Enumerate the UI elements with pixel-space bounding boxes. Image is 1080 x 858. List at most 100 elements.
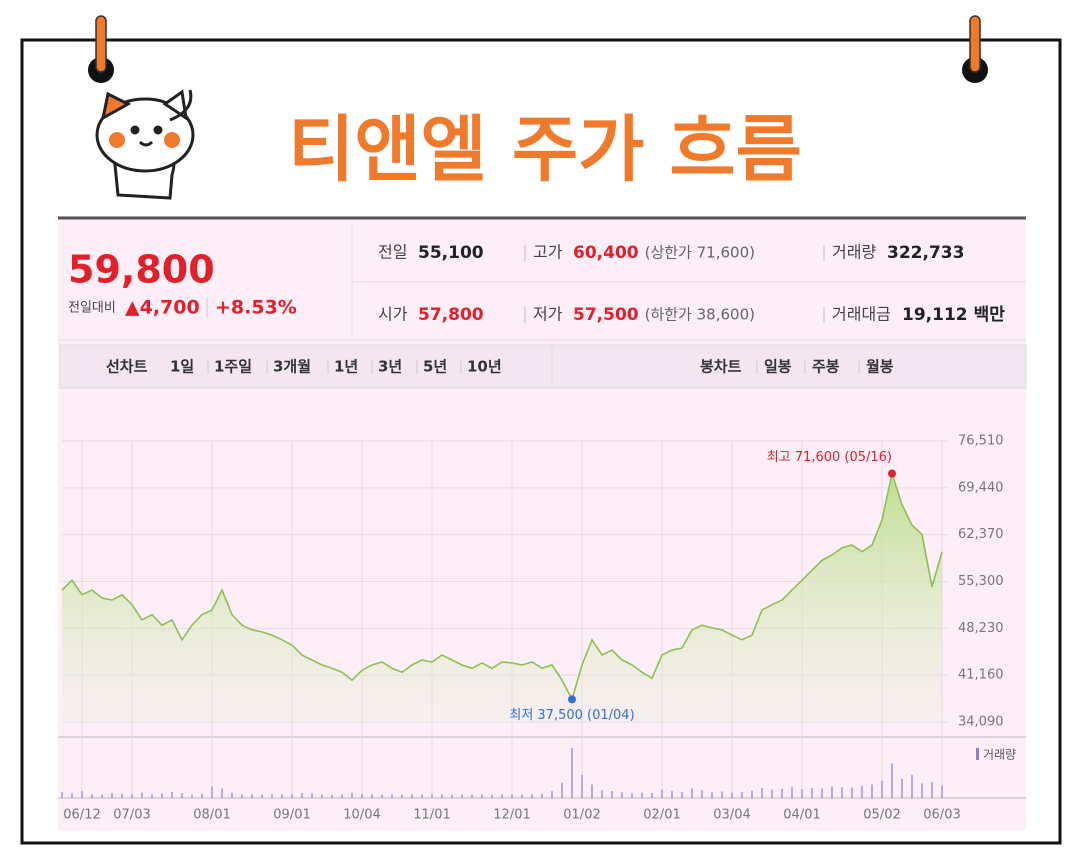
volume-bar — [321, 794, 323, 798]
volume-bar — [371, 794, 373, 798]
legend-label: 거래량 — [983, 748, 1016, 762]
volume-bar — [501, 794, 503, 798]
candle-tab[interactable]: 월봉 — [866, 358, 894, 376]
volume-bar — [771, 789, 773, 798]
volume-bar — [471, 794, 473, 798]
volume-bar — [461, 794, 463, 798]
volume-bar — [291, 794, 293, 798]
volume-bar — [181, 793, 183, 798]
volume-bar — [611, 791, 613, 798]
volume-bar — [431, 793, 433, 798]
x-tick-label: 07/03 — [113, 808, 150, 823]
volume-bar — [351, 792, 353, 798]
low-marker — [568, 695, 576, 704]
period-tab[interactable]: 1일 — [170, 358, 194, 376]
x-tick-label: 06/03 — [923, 808, 960, 823]
volume-bar — [871, 784, 873, 798]
volume-bar — [711, 792, 713, 798]
field-label: 전일 — [378, 243, 407, 262]
volume-bar — [601, 790, 603, 798]
tab-group-label: 봉차트 — [700, 358, 742, 376]
period-tab[interactable]: 3년 — [378, 358, 402, 376]
candle-tab[interactable]: 일봉 — [764, 358, 792, 376]
field-value: 57,800 — [418, 305, 484, 325]
volume-bar — [421, 794, 423, 798]
volume-bar — [121, 793, 123, 798]
period-tab[interactable]: 1주일 — [214, 358, 252, 376]
period-tab[interactable]: 5년 — [423, 358, 447, 376]
volume-bar — [781, 788, 783, 798]
change-pct: +8.53% — [215, 297, 297, 319]
field-note: (하한가 38,600) — [645, 306, 755, 324]
volume-bar — [751, 790, 753, 798]
volume-bar — [131, 794, 133, 798]
volume-bar — [171, 791, 173, 798]
volume-bar — [681, 791, 683, 798]
volume-bar — [71, 793, 73, 798]
x-tick-label: 02/01 — [643, 808, 680, 823]
volume-bar — [271, 793, 273, 798]
price: 59,800 — [68, 248, 215, 292]
volume-bar — [231, 792, 233, 798]
volume-bar — [401, 794, 403, 798]
high-marker — [888, 469, 896, 478]
legend-swatch — [976, 748, 979, 760]
x-tick-label: 09/01 — [273, 808, 310, 823]
volume-bar — [821, 788, 823, 798]
volume-bar — [911, 774, 913, 798]
volume-bar — [531, 794, 533, 798]
volume-bar — [831, 786, 833, 798]
x-tick-label: 04/01 — [783, 808, 820, 823]
volume-bar — [481, 794, 483, 798]
field-value: 60,400 — [573, 243, 639, 263]
volume-bar — [861, 785, 863, 798]
volume-bar — [341, 794, 343, 798]
volume-bar — [581, 774, 583, 798]
period-tab[interactable]: 3개월 — [273, 358, 311, 376]
volume-bar — [221, 788, 223, 798]
volume-bar — [241, 794, 243, 798]
volume-bar — [391, 794, 393, 798]
volume-bar — [591, 784, 593, 798]
volume-bar — [141, 792, 143, 798]
page-title: 티앤엘 주가 흐름 — [288, 108, 802, 192]
volume-bar — [521, 794, 523, 798]
volume-bar — [701, 790, 703, 798]
volume-bar — [761, 788, 763, 798]
volume-bar — [941, 785, 943, 798]
volume-bar — [61, 792, 63, 798]
low-annotation: 최저 37,500 (01/04) — [509, 708, 634, 723]
period-tab[interactable]: 10년 — [467, 358, 502, 376]
x-tick-label: 05/02 — [863, 808, 900, 823]
volume-bar — [151, 794, 153, 798]
x-tick-label: 08/01 — [193, 808, 230, 823]
x-tick-label: 03/04 — [713, 808, 750, 823]
volume-bar — [511, 794, 513, 798]
volume-bar — [301, 793, 303, 798]
volume-bar — [891, 763, 893, 798]
volume-bar — [211, 786, 213, 798]
field-note: (상한가 71,600) — [645, 244, 755, 262]
volume-bar — [161, 793, 163, 798]
volume-bar — [561, 782, 563, 798]
field-label: 시가 — [378, 305, 408, 324]
volume-bar — [881, 780, 883, 798]
field-unit: 백만 — [974, 305, 1006, 325]
y-tick-label: 34,090 — [958, 715, 1004, 730]
pin — [88, 15, 988, 83]
tab-group-label: 선차트 — [106, 358, 148, 376]
volume-bar — [651, 793, 653, 798]
volume-bar — [361, 793, 363, 798]
volume-bar — [661, 789, 663, 798]
volume-bar — [691, 788, 693, 798]
y-tick-label: 41,160 — [958, 668, 1004, 683]
volume-bar — [281, 794, 283, 798]
period-tab[interactable]: 1년 — [334, 358, 358, 376]
volume-bar — [931, 781, 933, 798]
candle-tab[interactable]: 주봉 — [812, 358, 840, 376]
volume-bar — [571, 748, 573, 798]
field-label: 거래량 — [832, 243, 876, 262]
volume-bar — [901, 778, 903, 798]
panel — [58, 216, 1026, 830]
